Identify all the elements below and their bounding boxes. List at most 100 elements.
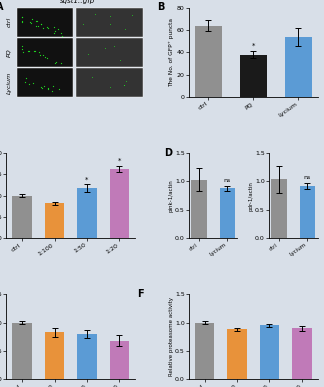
Point xyxy=(51,24,56,30)
Point xyxy=(55,26,60,32)
Point xyxy=(122,82,127,88)
Text: B: B xyxy=(157,2,164,12)
Point xyxy=(41,83,47,89)
Point xyxy=(89,74,94,80)
Point xyxy=(121,82,126,88)
Point xyxy=(50,88,55,94)
Point xyxy=(29,16,34,22)
Point xyxy=(45,55,50,62)
Text: PQ: PQ xyxy=(6,48,12,57)
Bar xyxy=(12,195,32,238)
Point xyxy=(45,85,50,91)
Point xyxy=(51,29,56,36)
Point xyxy=(26,48,31,55)
Point xyxy=(123,26,128,33)
Bar xyxy=(45,203,64,238)
Bar xyxy=(227,329,247,379)
Text: ns: ns xyxy=(304,175,311,180)
Bar xyxy=(300,186,315,238)
Bar xyxy=(195,323,214,379)
Point xyxy=(19,43,24,50)
Point xyxy=(40,25,46,31)
Point xyxy=(58,30,64,36)
Point xyxy=(107,84,112,90)
Text: *: * xyxy=(251,43,255,49)
Text: *: * xyxy=(85,176,89,182)
Point xyxy=(81,21,86,27)
Point xyxy=(40,85,45,91)
Bar xyxy=(76,8,143,37)
Bar xyxy=(220,188,235,238)
Y-axis label: Relative proteasome activity: Relative proteasome activity xyxy=(169,297,174,376)
Point xyxy=(93,11,98,17)
Text: D: D xyxy=(164,148,172,158)
Point xyxy=(123,78,128,84)
Point xyxy=(23,75,29,81)
Bar xyxy=(76,38,143,67)
Text: ctrl: ctrl xyxy=(6,17,12,27)
Point xyxy=(46,25,51,31)
Point xyxy=(53,59,58,65)
Point xyxy=(34,23,39,29)
Point xyxy=(32,48,38,54)
Point xyxy=(19,46,24,52)
Point xyxy=(102,45,107,51)
Point xyxy=(57,86,62,92)
Point xyxy=(45,86,51,92)
Point xyxy=(38,21,43,27)
Point xyxy=(35,23,40,29)
Point xyxy=(19,14,24,20)
Y-axis label: pdr-1/actin: pdr-1/actin xyxy=(249,181,254,211)
Bar xyxy=(12,323,32,379)
Point xyxy=(59,33,64,39)
Point xyxy=(19,14,25,20)
Point xyxy=(34,18,40,24)
Bar xyxy=(292,328,312,379)
Bar xyxy=(285,37,312,97)
Point xyxy=(111,43,117,49)
Bar xyxy=(77,334,97,379)
Point xyxy=(43,54,48,60)
Point xyxy=(19,17,25,24)
Point xyxy=(21,49,26,55)
Bar xyxy=(191,180,207,238)
Point xyxy=(59,60,64,66)
Point xyxy=(51,83,56,89)
Point xyxy=(53,28,58,34)
Point xyxy=(23,79,28,85)
Point xyxy=(45,24,50,30)
Bar xyxy=(260,325,279,379)
Bar xyxy=(76,68,143,97)
Point xyxy=(37,51,42,58)
Bar xyxy=(17,38,73,67)
Point xyxy=(39,21,44,27)
Bar xyxy=(271,179,287,238)
Bar xyxy=(110,169,129,238)
Point xyxy=(33,17,39,24)
Point xyxy=(38,84,43,91)
Y-axis label: The No. of GFP⁺ puncta: The No. of GFP⁺ puncta xyxy=(169,18,174,87)
Bar xyxy=(240,55,267,97)
Point xyxy=(27,19,32,25)
Point xyxy=(31,48,36,54)
Text: ns: ns xyxy=(224,178,231,183)
Bar xyxy=(45,332,64,379)
Point xyxy=(29,20,34,26)
Point xyxy=(52,60,58,66)
Bar xyxy=(17,68,73,97)
Text: *: * xyxy=(118,158,121,164)
Bar xyxy=(77,188,97,238)
Point xyxy=(40,52,46,58)
Point xyxy=(37,49,42,55)
Text: sqst1::gfp: sqst1::gfp xyxy=(60,0,95,4)
Point xyxy=(30,80,35,86)
Text: Lycium: Lycium xyxy=(6,72,12,94)
Text: F: F xyxy=(138,289,144,299)
Point xyxy=(26,48,31,54)
Point xyxy=(86,51,91,57)
Y-axis label: pink-1/actin: pink-1/actin xyxy=(169,179,174,212)
Bar xyxy=(17,8,73,37)
Point xyxy=(130,12,135,18)
Bar xyxy=(110,341,129,379)
Point xyxy=(19,19,24,25)
